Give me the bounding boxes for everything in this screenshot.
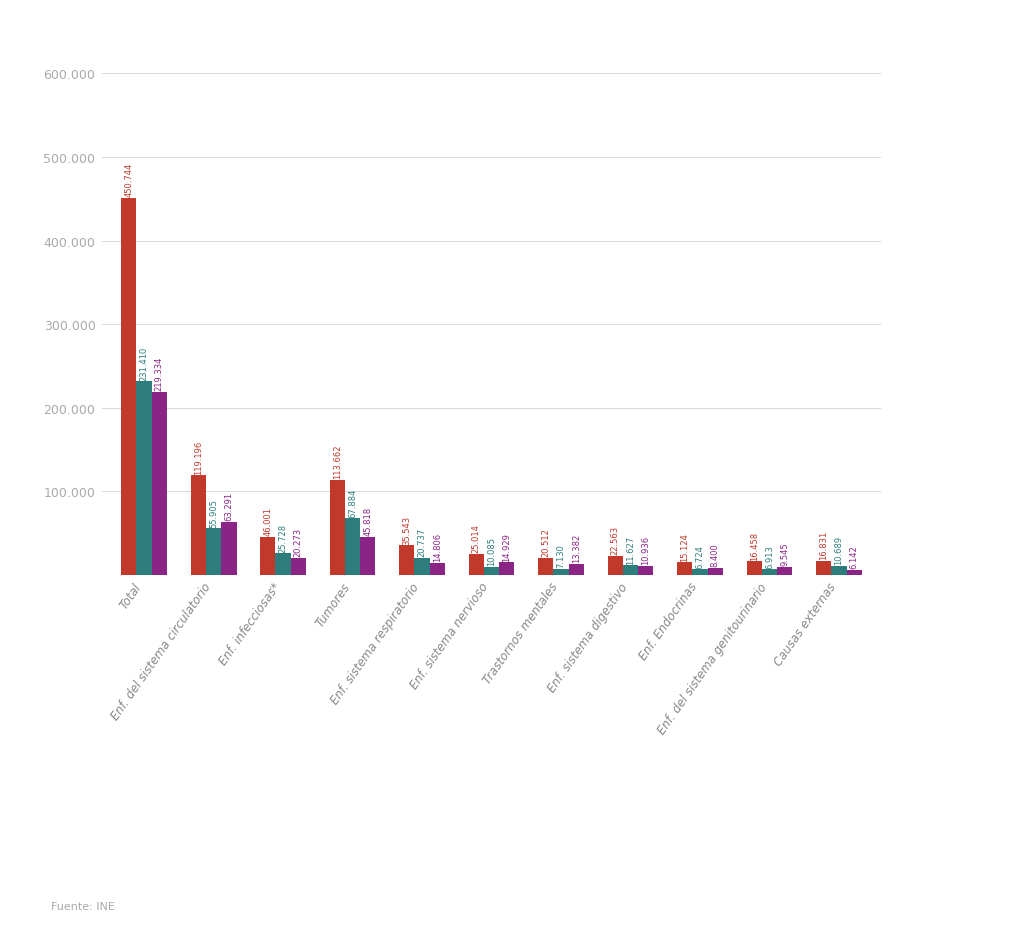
Bar xyxy=(260,537,275,575)
Text: 7.130: 7.130 xyxy=(556,544,565,568)
Text: 22.563: 22.563 xyxy=(610,526,620,555)
Bar xyxy=(538,559,553,575)
Bar xyxy=(415,558,430,575)
Bar xyxy=(692,570,708,575)
Text: 14.806: 14.806 xyxy=(433,533,441,561)
Bar xyxy=(221,522,237,575)
Text: 14.929: 14.929 xyxy=(503,533,511,561)
Text: 450.744: 450.744 xyxy=(124,163,133,198)
Text: 55.905: 55.905 xyxy=(209,498,218,527)
Bar xyxy=(206,529,221,575)
Text: 45.818: 45.818 xyxy=(364,507,373,535)
Text: 6.142: 6.142 xyxy=(850,545,859,569)
Text: 6.724: 6.724 xyxy=(695,544,705,568)
Bar xyxy=(847,570,862,575)
Bar xyxy=(638,566,653,575)
Text: 63.291: 63.291 xyxy=(224,492,233,521)
Bar xyxy=(190,476,206,575)
Text: 10.085: 10.085 xyxy=(487,536,496,565)
Text: 113.662: 113.662 xyxy=(333,445,342,479)
Bar xyxy=(708,568,723,575)
Bar xyxy=(499,563,514,575)
Bar xyxy=(816,561,831,575)
Text: 25.728: 25.728 xyxy=(279,523,288,552)
Text: 20.512: 20.512 xyxy=(542,528,550,557)
Text: 67.884: 67.884 xyxy=(348,487,357,517)
Bar xyxy=(152,393,167,575)
Bar xyxy=(430,563,445,575)
Bar xyxy=(568,564,584,575)
Bar xyxy=(121,199,136,575)
Bar xyxy=(553,570,568,575)
Bar xyxy=(136,382,152,575)
Text: 35.543: 35.543 xyxy=(402,515,412,544)
Bar xyxy=(484,567,499,575)
Bar xyxy=(469,554,484,575)
Text: 231.410: 231.410 xyxy=(139,346,148,380)
Text: 25.014: 25.014 xyxy=(472,524,480,553)
Text: 10.936: 10.936 xyxy=(641,535,650,564)
Text: Fuente: INE: Fuente: INE xyxy=(51,901,115,911)
Text: 119.196: 119.196 xyxy=(194,440,203,474)
Text: 20.737: 20.737 xyxy=(418,527,427,557)
Bar xyxy=(607,557,623,575)
Bar xyxy=(275,554,291,575)
Text: 10.689: 10.689 xyxy=(835,535,844,565)
Bar xyxy=(746,561,762,575)
Text: 219.334: 219.334 xyxy=(155,356,164,391)
Bar xyxy=(330,481,345,575)
Bar xyxy=(831,566,847,575)
Text: 6.913: 6.913 xyxy=(765,544,774,568)
Text: 46.001: 46.001 xyxy=(263,507,272,535)
Text: 8.400: 8.400 xyxy=(711,543,720,567)
Bar xyxy=(345,519,360,575)
Text: 15.124: 15.124 xyxy=(680,533,689,561)
Bar xyxy=(360,537,376,575)
Text: 11.627: 11.627 xyxy=(626,535,635,564)
Bar xyxy=(623,566,638,575)
Text: 9.545: 9.545 xyxy=(780,542,790,566)
Bar xyxy=(777,567,793,575)
Bar xyxy=(677,562,692,575)
Text: 16.831: 16.831 xyxy=(819,531,828,560)
Text: 20.273: 20.273 xyxy=(294,528,303,557)
Bar xyxy=(291,559,306,575)
Text: 13.382: 13.382 xyxy=(571,534,581,562)
Bar xyxy=(762,570,777,575)
Text: 16.458: 16.458 xyxy=(750,531,759,560)
Bar xyxy=(399,546,415,575)
